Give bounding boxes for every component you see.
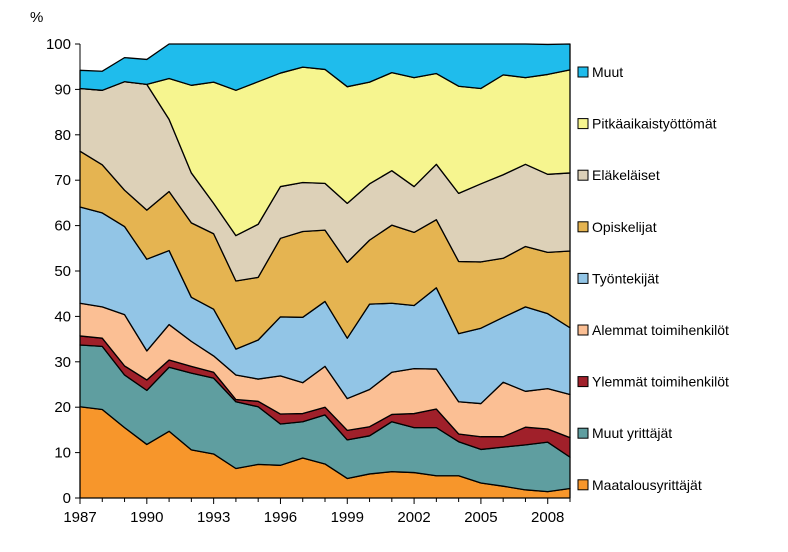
axes: 0 10 20 30 40 50 60 70 80 90 100 1987 1990 1993 1996 19… <box>46 36 571 526</box>
legend-label: Muut <box>592 64 623 80</box>
legend-swatch <box>577 221 589 233</box>
legend-swatch <box>577 479 589 491</box>
y-tick-label: 10 <box>54 445 71 462</box>
legend-swatch <box>577 169 589 181</box>
legend-swatch <box>577 324 589 336</box>
x-tick-label: 2002 <box>397 509 430 526</box>
x-tick-label: 1990 <box>130 509 163 526</box>
x-tick-label: 1987 <box>63 509 96 526</box>
legend: Muut Pitkäaikaistyöttömät Eläkeläiset Opisk… <box>577 64 729 493</box>
legend-swatch <box>577 118 589 130</box>
legend-label: Eläkeläiset <box>592 167 660 183</box>
y-tick-label: 90 <box>54 81 71 98</box>
legend-label: Ylemmät toimihenkilöt <box>592 374 729 390</box>
y-tick-label: 60 <box>54 218 71 235</box>
legend-swatch <box>577 272 589 284</box>
x-tick-label: 1999 <box>331 509 364 526</box>
y-tick-label: 100 <box>46 36 71 53</box>
y-tick-label: 30 <box>54 354 71 371</box>
x-tick-label: 2005 <box>464 509 497 526</box>
legend-swatch <box>577 376 589 388</box>
legend-swatch <box>577 66 589 78</box>
y-tick-label: 80 <box>54 127 71 144</box>
legend-label: Työntekijät <box>592 270 659 286</box>
y-tick-label: 0 <box>63 490 71 507</box>
x-tick-label: 2008 <box>531 509 564 526</box>
y-axis-unit-label: % <box>30 9 43 26</box>
x-tick-label: 1996 <box>264 509 297 526</box>
legend-label: Alemmat toimihenkilöt <box>592 322 729 338</box>
legend-label: Pitkäaikaistyöttömät <box>592 116 717 132</box>
x-tick-label: 1993 <box>197 509 230 526</box>
area-layers <box>79 43 571 499</box>
legend-label: Opiskelijat <box>592 219 657 235</box>
legend-label: Maatalousyrittäjät <box>592 477 702 493</box>
y-tick-label: 70 <box>54 172 71 189</box>
legend-label: Muut yrittäjät <box>592 425 672 441</box>
legend-swatch <box>577 427 589 439</box>
y-tick-label: 20 <box>54 399 71 416</box>
y-tick-label: 40 <box>54 308 71 325</box>
y-tick-label: 50 <box>54 263 71 280</box>
